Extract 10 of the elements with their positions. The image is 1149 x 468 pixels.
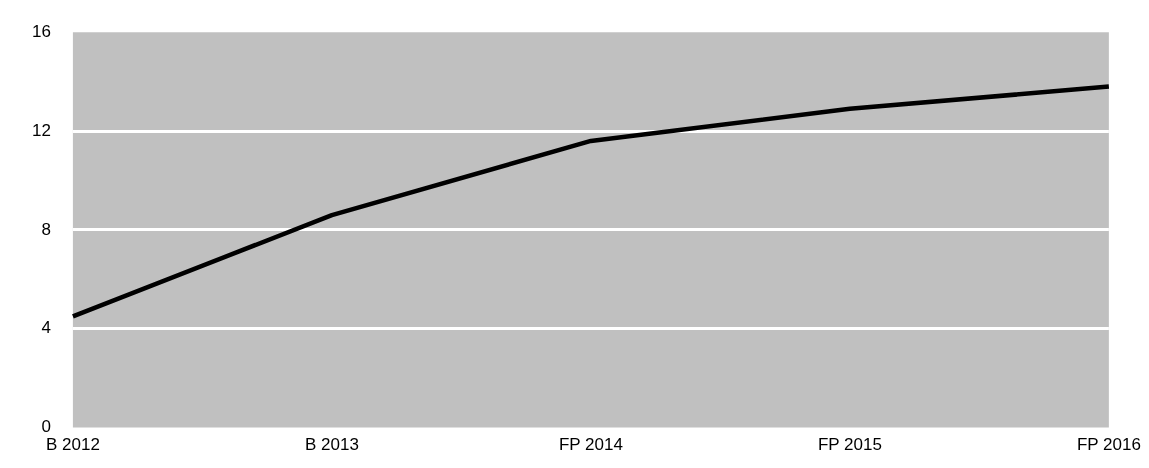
x-tick-label: B 2012 bbox=[45, 435, 100, 455]
y-tick-label: 4 bbox=[41, 318, 51, 338]
y-tick-label: 0 bbox=[41, 417, 51, 437]
y-tick-label: 12 bbox=[31, 120, 51, 140]
x-tick-label: FP 2015 bbox=[817, 435, 882, 455]
x-tick-label: FP 2014 bbox=[558, 435, 623, 455]
x-tick-label: B 2013 bbox=[304, 435, 359, 455]
x-tick-label: FP 2016 bbox=[1076, 435, 1141, 455]
y-tick-label: 8 bbox=[41, 219, 51, 239]
y-tick-label: 16 bbox=[31, 21, 51, 41]
